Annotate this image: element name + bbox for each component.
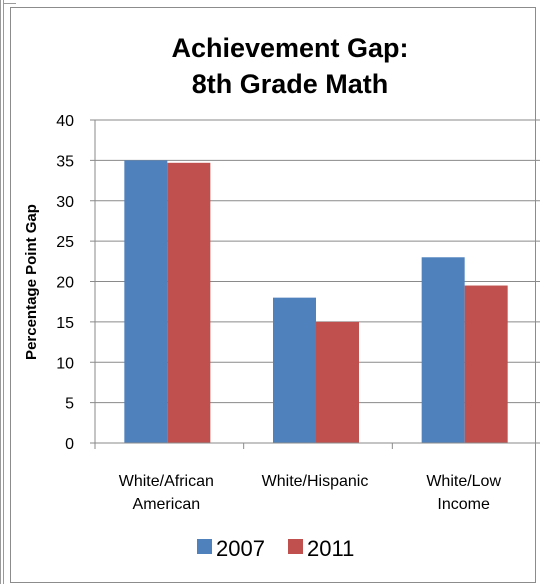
bar-2007-2 (421, 257, 465, 443)
category-label: White/African (119, 473, 214, 490)
y-tick-label: 0 (65, 436, 74, 453)
bars (124, 160, 508, 444)
x-axis-categories: White/African American White/Hispanic White… (119, 473, 502, 513)
y-axis-ticks: 0 5 10 15 20 25 30 35 40 (56, 113, 95, 453)
left-window-edge (0, 0, 4, 584)
legend-swatch-2007 (197, 539, 212, 554)
category-label: White/Low (426, 473, 501, 490)
category-label: White/Hispanic (262, 473, 369, 490)
chart-title-line-2: 8th Grade Math (192, 69, 389, 99)
top-window-edge (4, 0, 16, 4)
bar-2011-0 (167, 162, 211, 444)
y-axis-label: Percentage Point Gap (23, 204, 40, 360)
bar-2007-0 (124, 160, 168, 443)
y-tick-label: 40 (56, 113, 74, 130)
legend: 2007 2011 (197, 536, 354, 561)
y-tick-label: 25 (56, 234, 74, 251)
category-label: American (133, 496, 201, 513)
legend-label-2007: 2007 (216, 536, 265, 561)
axes (90, 120, 540, 449)
y-tick-label: 30 (56, 194, 74, 211)
chart-title: Achievement Gap: 8th Grade Math (171, 33, 408, 99)
bar-2007-1 (273, 297, 316, 443)
y-tick-label: 5 (65, 396, 74, 413)
legend-swatch-2011 (288, 539, 303, 554)
category-label: Income (437, 496, 490, 513)
bar-2011-1 (316, 321, 359, 443)
bar-2011-2 (464, 285, 508, 443)
legend-label-2011: 2011 (307, 536, 354, 561)
y-tick-label: 20 (56, 275, 74, 292)
y-tick-label: 15 (56, 315, 74, 332)
y-tick-label: 10 (56, 355, 74, 372)
y-tick-label: 35 (56, 153, 74, 170)
chart-title-line-1: Achievement Gap: (171, 33, 408, 63)
